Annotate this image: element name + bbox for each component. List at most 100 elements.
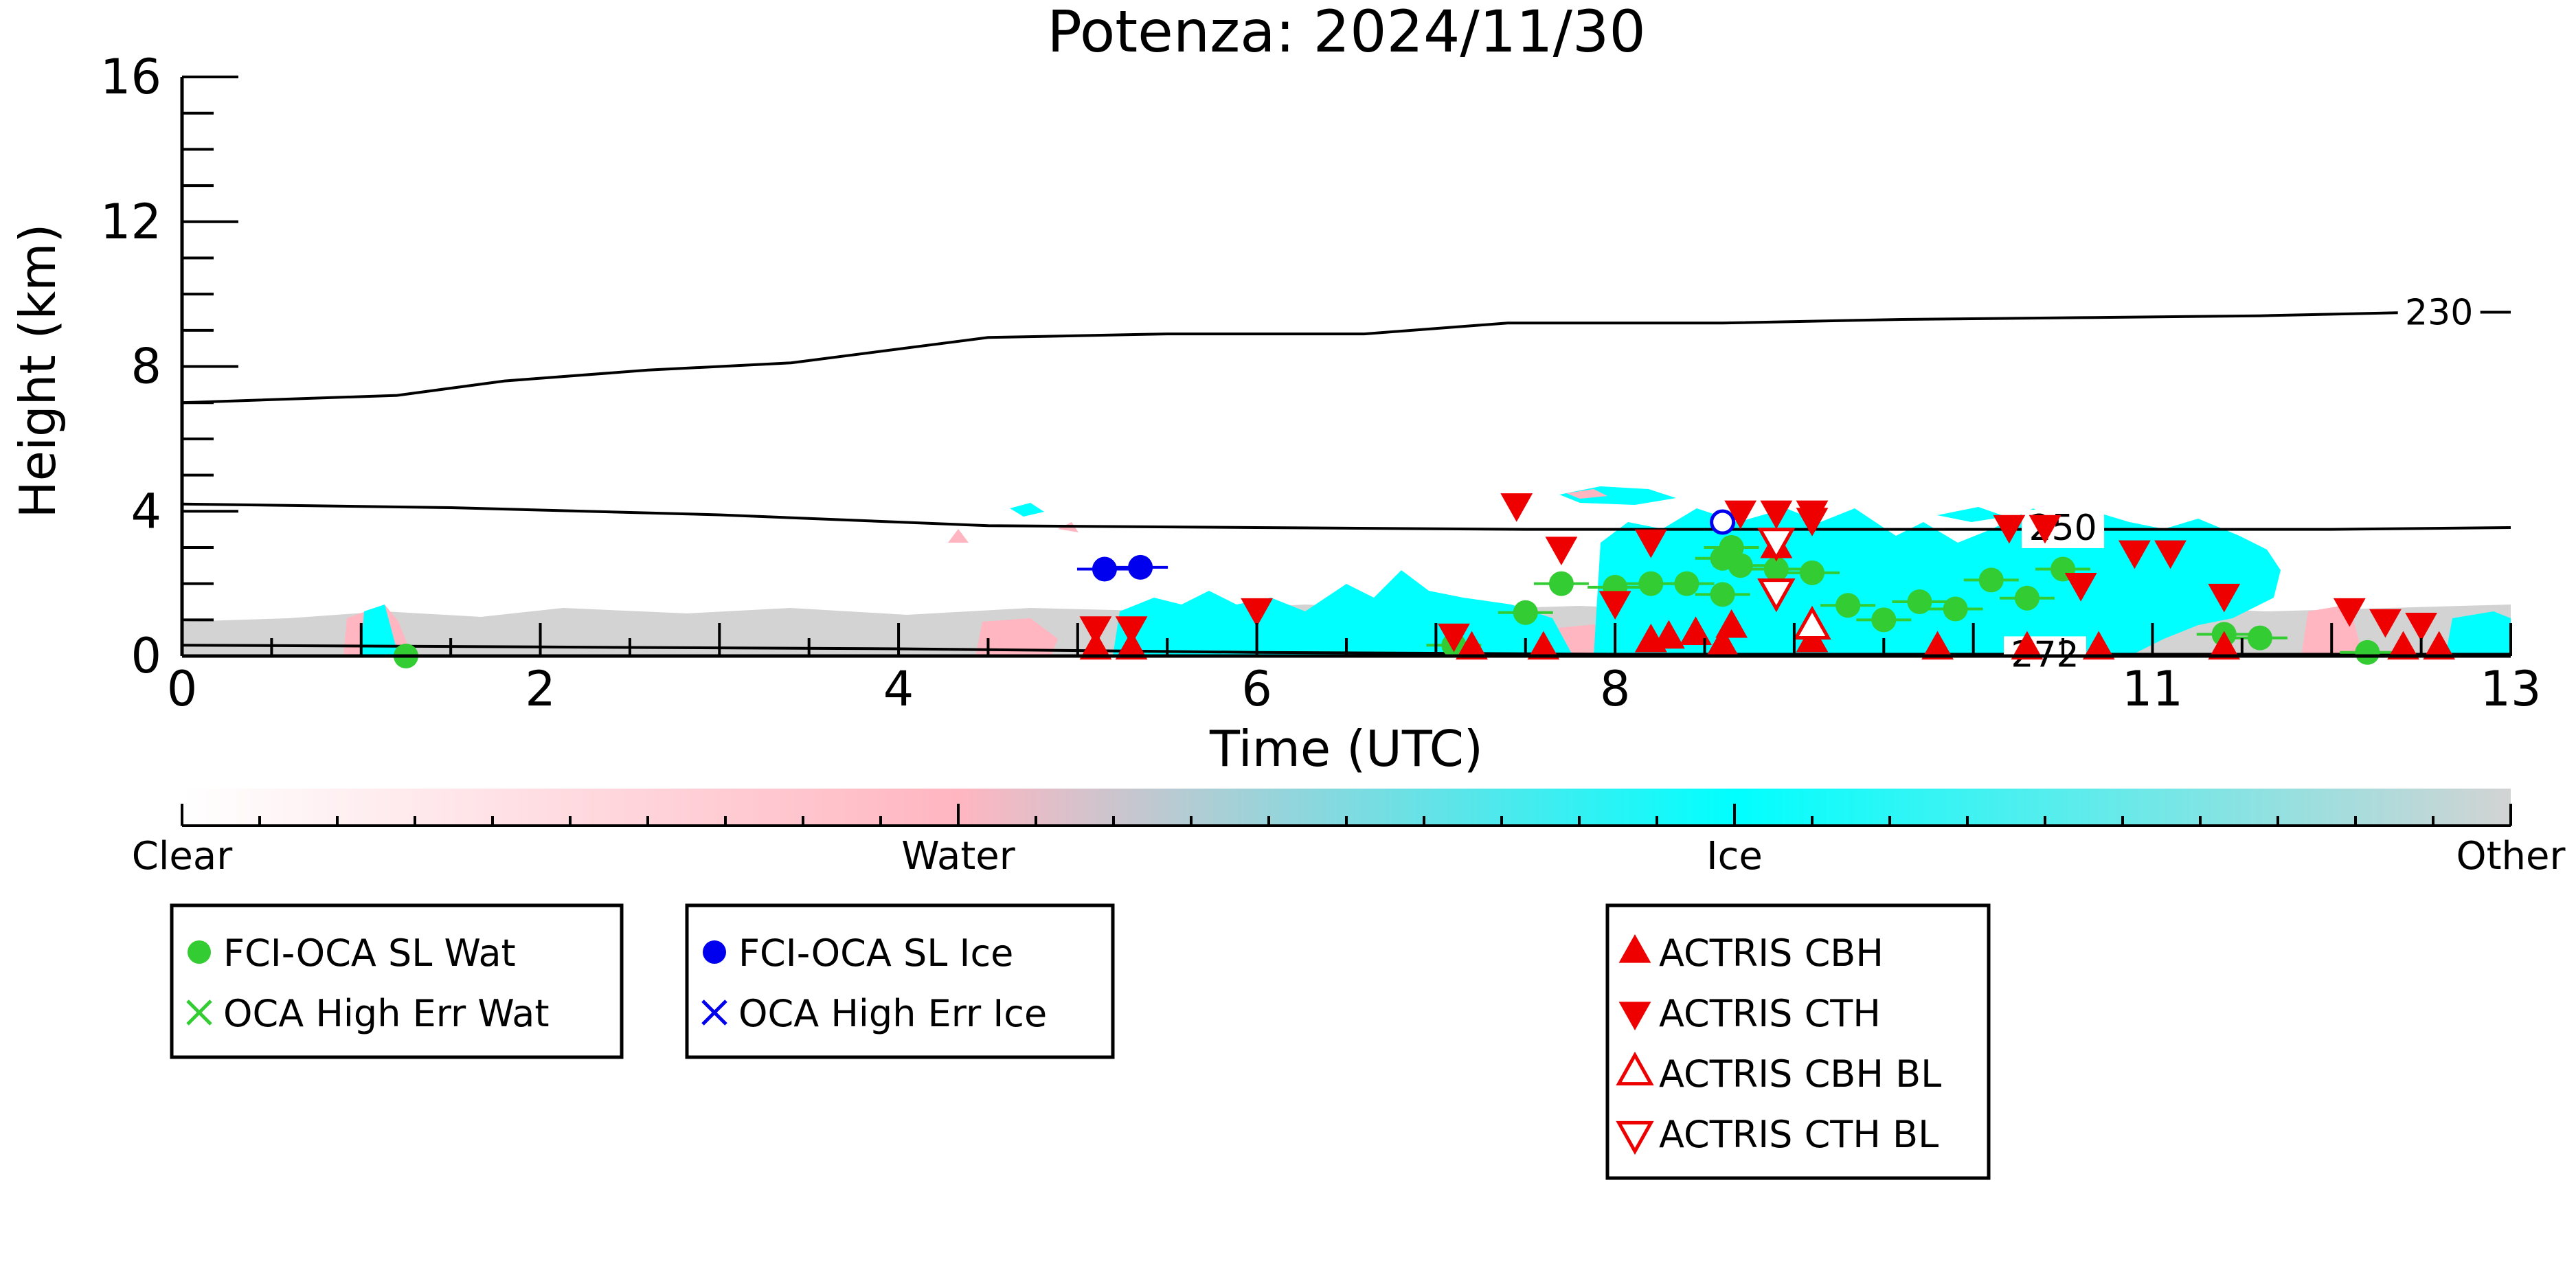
data-point xyxy=(2011,631,2044,660)
x-axis-label: Time (UTC) xyxy=(1209,720,1483,778)
data-point xyxy=(1634,529,1667,558)
legend-frame xyxy=(685,903,1115,1059)
data-point xyxy=(2082,631,2115,660)
legend-marker xyxy=(1618,934,1651,963)
legend-marker xyxy=(703,940,726,964)
data-point xyxy=(1793,605,1831,640)
contour-label-bg xyxy=(2397,294,2481,333)
colorbar-ticks xyxy=(181,804,2512,826)
data-point xyxy=(1921,631,1954,660)
data-point xyxy=(1115,616,1148,645)
data-point xyxy=(1710,509,1736,535)
data-point xyxy=(1500,493,1533,522)
series-actris-cth xyxy=(1079,493,2438,653)
x-tick-label: 2 xyxy=(525,661,556,717)
data-point xyxy=(2423,631,2456,660)
colorbar-label-ice: Ice xyxy=(1706,834,1763,879)
y-tick-label: 12 xyxy=(100,194,161,250)
legend-label: OCA High Err Wat xyxy=(223,992,550,1035)
legend-label: ACTRIS CTH xyxy=(1659,992,1881,1035)
data-point xyxy=(1079,631,1112,660)
x-tick-label: 6 xyxy=(1241,661,1272,717)
data-point xyxy=(2387,631,2419,660)
y-ticks: 0 4 8 12 16 xyxy=(100,49,238,684)
data-point xyxy=(1652,620,1685,649)
data-point xyxy=(1757,528,1796,562)
data-point xyxy=(2405,612,2438,642)
legend-label: FCI-OCA SL Wat xyxy=(223,931,516,975)
legend-marker xyxy=(186,999,212,1026)
data-point xyxy=(1115,631,1148,660)
data-point xyxy=(2154,540,2187,569)
series-actris-cbh xyxy=(1079,529,2456,660)
chart-title: Potenza: 2024/11/30 xyxy=(1047,0,1646,65)
data-point xyxy=(1241,598,1274,627)
legend-marker xyxy=(1616,1051,1654,1086)
data-point xyxy=(1598,591,1631,620)
legend-label: ACTRIS CTH BL xyxy=(1659,1113,1939,1156)
ice-cloud-main xyxy=(1594,508,2281,656)
colorbar-label-water: Water xyxy=(901,834,1016,879)
colorbar-label-other: Other xyxy=(2456,834,2566,879)
legend-frame xyxy=(1605,903,1991,1180)
x-tick-label: 11 xyxy=(2122,661,2183,717)
y-tick-label: 0 xyxy=(131,628,161,684)
data-point xyxy=(2029,515,2061,544)
data-point xyxy=(2064,573,2097,602)
legend-label: ACTRIS CBH xyxy=(1659,931,1884,975)
legend-box-3: ACTRIS CBH ACTRIS CTH ACTRIS CBH BL ACTRIS … xyxy=(1605,903,1991,1180)
x-tick-label: 13 xyxy=(2480,661,2541,717)
y-tick-label: 4 xyxy=(131,483,161,539)
data-point xyxy=(1706,627,1739,656)
colorbar: Clear Water Ice Other xyxy=(132,789,2566,879)
series-actris-cth-bl xyxy=(1757,528,1796,613)
data-point xyxy=(2118,540,2151,569)
data-point xyxy=(1724,500,1757,530)
data-point xyxy=(1760,500,1793,530)
series-fci-oca-sl-ice xyxy=(1076,554,1168,582)
y-tick-label: 8 xyxy=(131,339,161,395)
series-fci-oca-sl-wat xyxy=(378,534,2395,668)
data-point xyxy=(2369,609,2402,638)
data-point xyxy=(1456,631,1488,660)
data-series xyxy=(378,493,2456,668)
contour-label-230: 230 xyxy=(2405,292,2473,333)
data-point xyxy=(1438,623,1470,653)
data-point xyxy=(2208,583,2241,613)
data-point xyxy=(1757,578,1796,613)
data-point xyxy=(2208,631,2241,660)
contour-line-250 xyxy=(181,502,2511,531)
legend-box-1: FCI-OCA SL Wat OCA High Err Wat xyxy=(170,903,624,1059)
legend-label: ACTRIS CBH BL xyxy=(1659,1052,1941,1096)
data-point xyxy=(1680,616,1712,645)
data-point xyxy=(1527,631,1560,660)
colorbar-label-clear: Clear xyxy=(132,834,233,879)
cloud-classification-fill xyxy=(182,486,2511,656)
y-tick-label: 16 xyxy=(100,49,161,105)
x-ticks: 0 2 4 6 8 11 13 xyxy=(167,623,2542,717)
data-point xyxy=(1796,508,1829,536)
series-actris-cbh-bl xyxy=(1793,605,1831,640)
legend-marker xyxy=(1618,1002,1651,1030)
legend-marker xyxy=(701,999,727,1026)
data-point xyxy=(1715,609,1748,638)
data-point xyxy=(1993,515,2026,544)
legend-marker xyxy=(1616,1120,1654,1155)
legend-label: OCA High Err Ice xyxy=(738,992,1047,1035)
x-tick-label: 0 xyxy=(167,661,198,717)
x-tick-label: 4 xyxy=(883,661,914,717)
legend-frame xyxy=(170,903,624,1059)
colorbar-labels: Clear Water Ice Other xyxy=(132,834,2566,879)
legend-box-2: FCI-OCA SL Ice OCA High Err Ice xyxy=(685,903,1115,1059)
data-point xyxy=(1545,536,1578,565)
contour-line-230 xyxy=(181,310,2511,405)
data-point xyxy=(1079,616,1112,645)
legend-label: FCI-OCA SL Ice xyxy=(738,931,1013,975)
x-tick-label: 8 xyxy=(1600,661,1631,717)
series-oca-high-err-ice xyxy=(1710,509,1736,535)
data-point xyxy=(2333,598,2366,627)
y-axis-label: Height (km) xyxy=(9,224,67,519)
